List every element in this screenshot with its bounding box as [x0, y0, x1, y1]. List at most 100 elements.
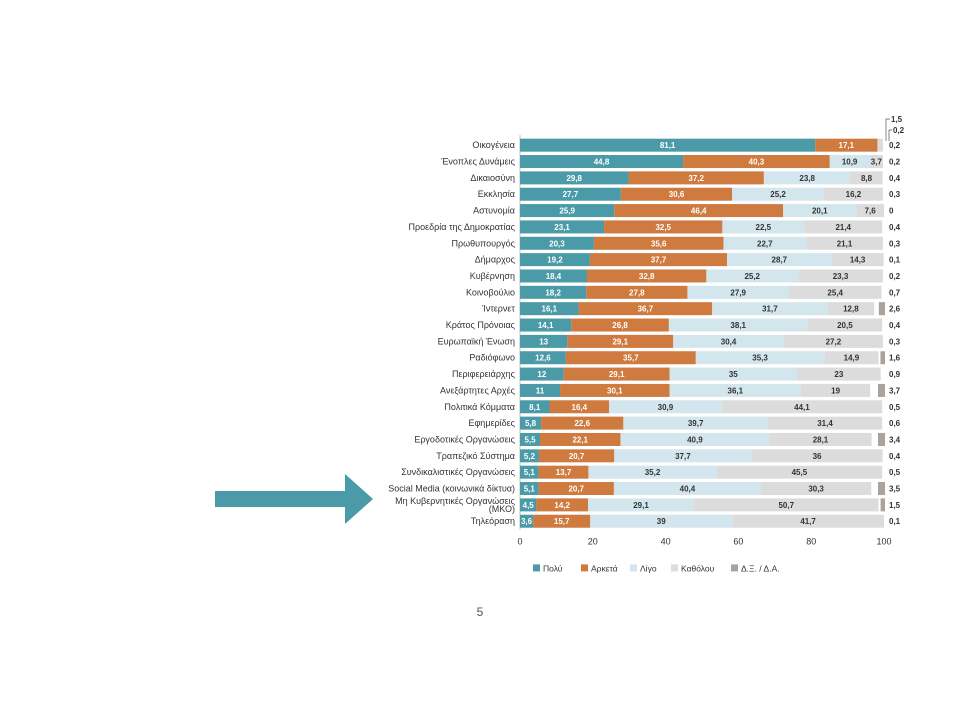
- bar-segment: [878, 432, 885, 446]
- bar-segment: [823, 187, 883, 201]
- category-label: Εργοδοτικές Οργανώσεις: [414, 434, 515, 444]
- data-label: 10,9: [842, 158, 858, 167]
- data-label: 30,9: [658, 403, 674, 412]
- bar-segment: [565, 351, 696, 365]
- bar-segment: [623, 416, 768, 430]
- data-label: 40,4: [680, 485, 696, 494]
- legend-swatch: [630, 564, 637, 572]
- bar-segment: [880, 498, 885, 512]
- bar-segment: [520, 253, 590, 267]
- bar-segment: [804, 220, 883, 234]
- data-label: 0,1: [889, 256, 901, 265]
- data-label: 12,8: [843, 305, 859, 314]
- bar-segment: [801, 383, 871, 397]
- data-label: 3,5: [889, 485, 901, 494]
- x-tick-label: 0: [517, 536, 522, 546]
- bar-segment: [669, 367, 798, 381]
- bar-segment: [588, 465, 717, 479]
- bar-segment: [593, 236, 724, 250]
- bar-segment: [541, 416, 624, 430]
- bar-segment: [687, 285, 789, 299]
- data-label: 0,9: [889, 370, 901, 379]
- bar-segment: [620, 187, 733, 201]
- legend-swatch: [731, 564, 738, 572]
- data-label: 23,3: [833, 272, 849, 281]
- bar-segment: [520, 449, 539, 463]
- bar-segment: [831, 253, 884, 267]
- bar-segment: [520, 334, 568, 348]
- bar-segment: [590, 514, 733, 528]
- data-label: 2,6: [889, 305, 901, 314]
- bar-segment: [604, 220, 723, 234]
- data-label: 35,3: [752, 354, 768, 363]
- bar-segment: [520, 155, 684, 169]
- callout-label: 0,2: [893, 126, 905, 135]
- data-label: 27,7: [563, 190, 579, 199]
- category-label: Κυβέρνηση: [470, 271, 515, 281]
- category-label: Οικογένεια: [472, 140, 515, 150]
- bar-segment: [614, 204, 784, 218]
- category-label: Ένοπλες Δυνάμεις: [440, 157, 515, 167]
- data-label: 40,9: [687, 435, 703, 444]
- data-label: 14,9: [844, 354, 860, 363]
- data-label: 15,7: [554, 517, 570, 526]
- bar-segment: [878, 482, 885, 496]
- data-label: 27,9: [730, 288, 746, 297]
- data-label: 16,1: [542, 305, 558, 314]
- data-label: 7,6: [865, 207, 877, 216]
- data-label: 30,1: [607, 386, 623, 395]
- data-label: 0,3: [889, 190, 901, 199]
- bar-segment: [571, 318, 669, 332]
- data-label: 0,5: [889, 468, 901, 477]
- category-label: Κράτος Πρόνοιας: [446, 320, 516, 330]
- bar-segment: [769, 432, 872, 446]
- data-label: 5,8: [525, 419, 537, 428]
- data-label: 19: [831, 386, 840, 395]
- data-label: 37,7: [651, 256, 667, 265]
- bar-segment: [798, 269, 883, 283]
- data-label: 35,7: [623, 354, 639, 363]
- bar-segment: [673, 334, 784, 348]
- data-label: 22,7: [757, 239, 773, 248]
- bar-segment: [806, 236, 883, 250]
- data-label: 0,4: [889, 223, 901, 232]
- category-label: Δικαιοσύνη: [470, 173, 515, 183]
- data-label: 21,4: [835, 223, 851, 232]
- data-label: 27,8: [629, 288, 645, 297]
- bar-segment: [520, 498, 537, 512]
- legend-swatch: [671, 564, 678, 572]
- bar-segment: [878, 383, 885, 397]
- category-label: Δήμαρχος: [475, 255, 516, 265]
- category-label: Προεδρία της Δημοκρατίας: [409, 222, 516, 232]
- data-label: 13: [539, 337, 548, 346]
- data-label: 0,3: [889, 337, 901, 346]
- bar-segment: [609, 400, 722, 414]
- bar-segment: [520, 302, 579, 316]
- data-label: 46,4: [691, 207, 707, 216]
- data-label: 20,7: [568, 485, 584, 494]
- bar-segment: [536, 498, 589, 512]
- data-label: 29,1: [609, 370, 625, 379]
- bar-segment: [586, 269, 707, 283]
- bar-segment: [520, 318, 572, 332]
- category-label: Πολιτικά Κόμματα: [444, 402, 515, 412]
- data-label: 22,6: [574, 419, 590, 428]
- bar-segment: [533, 514, 591, 528]
- callout-leader: [888, 129, 892, 141]
- data-label: 35: [729, 370, 738, 379]
- data-label: 14,3: [850, 256, 866, 265]
- bar-segment: [567, 334, 674, 348]
- bar-segment: [520, 269, 587, 283]
- data-label: 0,1: [889, 517, 901, 526]
- data-label: 3,7: [871, 158, 883, 167]
- data-label: 50,7: [778, 501, 794, 510]
- x-tick-label: 20: [588, 536, 598, 546]
- bar-segment: [788, 285, 882, 299]
- data-label: 40,3: [749, 158, 765, 167]
- category-label: Social Media (κοινωνικά δίκτυα): [388, 484, 515, 494]
- bar-segment: [520, 367, 564, 381]
- bar-segment: [669, 383, 802, 397]
- category-label: Εφημερίδες: [468, 418, 515, 428]
- data-label: 18,4: [546, 272, 562, 281]
- data-label: 39,7: [688, 419, 704, 428]
